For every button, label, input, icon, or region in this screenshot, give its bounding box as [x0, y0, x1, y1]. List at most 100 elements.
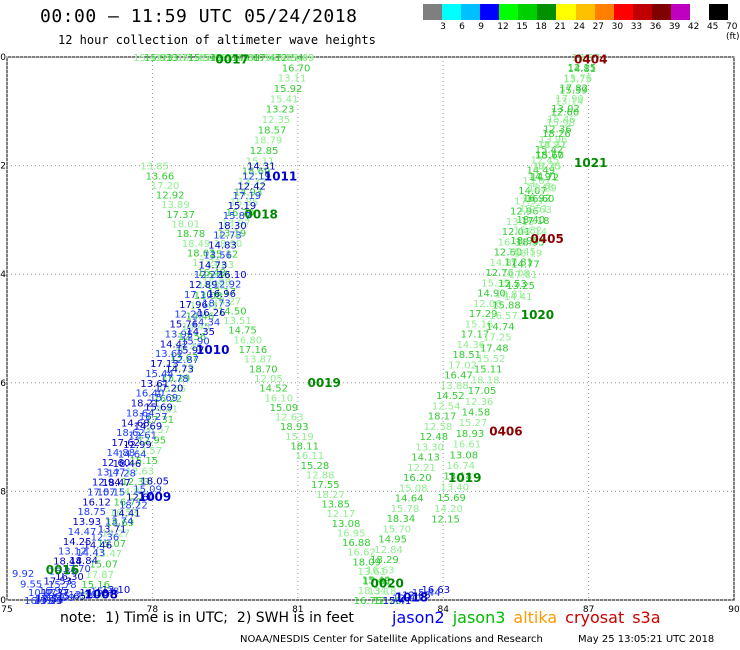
lat-tick-label: -22: [0, 162, 6, 172]
wave-height-value: 13.97: [222, 218, 251, 229]
wave-height-value: 17.87: [85, 570, 114, 581]
footer-timestamp: May 25 13:05:21 UTC 2018: [578, 634, 715, 645]
color-scale-label: 70 (ft): [726, 22, 740, 42]
wave-height-value: 14.42: [160, 339, 189, 350]
wave-height-value: 12.56: [178, 332, 207, 343]
wave-height-value: 17.29: [469, 309, 498, 320]
wave-height-value: 15.10: [177, 53, 206, 64]
color-scale-label: 30: [611, 22, 624, 32]
wave-height-value: 16.63: [366, 565, 395, 576]
wave-height-value: 16.30: [55, 572, 84, 583]
wave-height-value: 16.45: [507, 247, 536, 258]
wave-height-value: 18.18: [471, 375, 500, 386]
wave-height-value: 15.38: [91, 587, 120, 598]
wave-height-value: 15.28: [301, 461, 330, 472]
wave-height-value: 15.60: [535, 151, 564, 162]
legend-jason2: jason2: [392, 608, 445, 627]
wave-height-value: 16.20: [403, 473, 432, 484]
color-scale-label: 24: [573, 22, 585, 32]
wave-height-value: 14.74: [486, 322, 515, 333]
wave-height-value: 18.27: [316, 490, 345, 501]
wave-height-value: 12.22: [194, 270, 223, 281]
wave-height-value: 15.43: [133, 53, 162, 64]
wave-height-value: 15.69: [149, 393, 178, 404]
wave-height-value: 14.45: [182, 322, 211, 333]
wave-height-value: 12.54: [432, 401, 461, 412]
wave-height-value: 18.78: [177, 229, 206, 240]
wave-height-value: 13.74: [105, 516, 134, 527]
wave-height-value: 12.63: [275, 413, 304, 424]
track-time-label: 0405: [530, 232, 563, 246]
wave-height-value: 12.96: [510, 207, 539, 218]
wave-height-value: 13.96: [539, 135, 568, 146]
wave-height-value: 13.65: [158, 384, 187, 395]
wave-height-value: 15.57: [572, 53, 601, 64]
track-time-label: 0020: [371, 577, 404, 591]
wave-height-value: 12.06: [473, 299, 502, 310]
wave-height-value: 17.07: [87, 487, 116, 498]
wave-height-value: 18.34: [358, 586, 387, 597]
wave-height-value: 17.81: [504, 258, 533, 269]
wave-height-value: 15.41: [383, 596, 412, 607]
color-scale-label: 36: [649, 22, 662, 32]
wave-height-value: 15.54: [188, 53, 217, 64]
wave-height-value: 17.17: [461, 330, 490, 341]
wave-height-value: 12.53: [498, 279, 527, 290]
wave-height-value: 18.93: [280, 422, 309, 433]
wave-height-value: 17.53: [514, 196, 543, 207]
wave-height-value: 13.30: [415, 442, 444, 453]
wave-height-value: 14.35: [186, 327, 215, 338]
track-time-label: 1021: [574, 156, 607, 170]
wave-height-value: 13.99: [242, 53, 271, 64]
wave-height-value: 14.20: [434, 504, 463, 515]
wave-height-value: 14.69: [134, 421, 163, 432]
wave-height-value: 13.75: [563, 75, 592, 86]
wave-height-value: 14.93: [234, 187, 263, 198]
wave-height-value: 17.13: [150, 359, 179, 370]
wave-height-value: 13.66: [146, 171, 175, 182]
wave-height-value: 15.44: [145, 369, 174, 380]
wave-height-value: 14.88: [231, 53, 260, 64]
wave-height-value: 13.89: [161, 200, 190, 211]
wave-height-value: 14.41: [112, 508, 141, 519]
wave-height-value: 15.29: [162, 373, 191, 384]
wave-height-value: 15.93: [144, 53, 173, 64]
wave-height-value: 18.47: [102, 478, 131, 489]
wave-height-value: 12.87: [171, 355, 200, 366]
wave-height-value: 14.31: [198, 280, 227, 291]
wave-height-value: 14.82: [489, 258, 518, 269]
wave-height-value: 15.82: [513, 226, 542, 237]
lon-tick-label: 78: [147, 605, 159, 615]
wave-height-value: 12.15: [431, 515, 460, 526]
wave-height-value: 16.77: [113, 498, 142, 509]
wave-height-value: 15.76: [169, 320, 198, 331]
wave-height-value: 15.47: [93, 549, 122, 560]
wave-height-value: 10.47: [28, 588, 57, 599]
wave-height-value: 13.08: [449, 450, 478, 461]
wave-height-value: 12.92: [213, 280, 242, 291]
wave-height-value: 10.75: [36, 593, 65, 604]
wave-height-value: 9.92: [12, 569, 34, 580]
wave-height-value: 18.29: [370, 555, 399, 566]
wave-height-value: 15.98: [546, 118, 575, 129]
wave-height-value: 12.55: [199, 53, 228, 64]
color-scale-cell: [575, 4, 595, 20]
wave-height-value: 15.08: [399, 483, 428, 494]
wave-height-value: 15.92: [274, 84, 303, 95]
wave-height-value: 17.37: [166, 210, 195, 221]
wave-height-value: 13.32: [238, 177, 267, 188]
wave-height-value: 12.05: [254, 374, 283, 385]
wave-height-value: 18.69: [105, 518, 134, 529]
color-scale-label: 27: [592, 22, 605, 32]
wave-height-value: 14.91: [529, 172, 558, 183]
wave-height-value: 12.35: [262, 115, 291, 126]
wave-height-value: 13.51: [35, 594, 64, 605]
map-title: 00:00 – 11:59 UTC 05/24/2018: [40, 6, 358, 27]
wave-height-value: 15.21: [538, 140, 567, 151]
color-scale-label: 21: [554, 22, 566, 32]
wave-height-value: 18.05: [140, 477, 169, 488]
wave-height-value: 16.27: [139, 412, 168, 423]
wave-height-value: 17.31: [146, 415, 175, 426]
wave-height-value: 16.48: [197, 268, 226, 279]
wave-height-value: 14.83: [208, 241, 237, 252]
